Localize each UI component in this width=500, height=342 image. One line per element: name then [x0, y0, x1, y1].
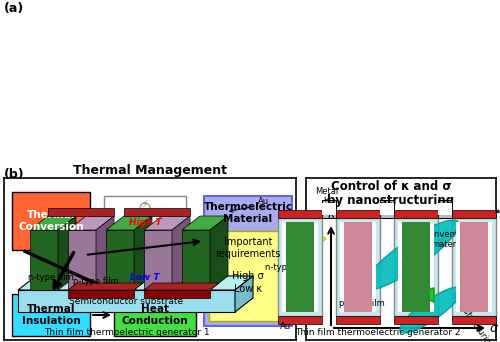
Polygon shape: [48, 208, 114, 216]
Polygon shape: [58, 216, 76, 290]
Bar: [156, 224, 172, 262]
Text: (a): (a): [4, 2, 24, 15]
Text: n-type film: n-type film: [28, 273, 74, 282]
Text: Metal: Metal: [316, 187, 338, 196]
FancyBboxPatch shape: [12, 192, 90, 250]
Text: κ: κ: [328, 208, 334, 221]
Polygon shape: [235, 276, 253, 312]
Text: Thin film thermoelectric generator 1: Thin film thermoelectric generator 1: [44, 328, 210, 337]
Polygon shape: [124, 208, 190, 216]
Polygon shape: [96, 216, 114, 290]
Bar: [150, 230, 178, 238]
Circle shape: [140, 203, 150, 213]
FancyBboxPatch shape: [12, 294, 90, 336]
Text: Thermoelectric: Thermoelectric: [204, 202, 292, 212]
Bar: [286, 222, 314, 312]
Bar: [452, 218, 496, 316]
FancyArrow shape: [402, 258, 434, 302]
Bar: [456, 222, 492, 312]
Bar: [336, 210, 380, 218]
Polygon shape: [68, 230, 96, 290]
Polygon shape: [182, 230, 210, 290]
Polygon shape: [30, 230, 58, 290]
Text: by nanostructuring: by nanostructuring: [328, 194, 454, 207]
Polygon shape: [106, 230, 134, 290]
FancyBboxPatch shape: [204, 196, 292, 326]
Text: High T: High T: [128, 218, 162, 227]
Bar: [394, 218, 438, 316]
Text: requirements: requirements: [216, 249, 280, 259]
FancyBboxPatch shape: [104, 196, 186, 288]
Text: (b): (b): [4, 168, 24, 181]
Ellipse shape: [400, 287, 462, 333]
Bar: [340, 222, 376, 312]
Bar: [394, 210, 438, 218]
Polygon shape: [68, 216, 114, 230]
Bar: [344, 222, 372, 312]
Polygon shape: [68, 283, 143, 290]
Bar: [282, 222, 318, 312]
Polygon shape: [172, 216, 190, 290]
Polygon shape: [18, 276, 253, 290]
Polygon shape: [30, 216, 76, 230]
Text: Semiconductor substrate: Semiconductor substrate: [69, 297, 183, 305]
Polygon shape: [182, 216, 228, 230]
Bar: [322, 200, 336, 218]
Bar: [118, 224, 134, 262]
Bar: [402, 222, 430, 312]
Polygon shape: [144, 230, 172, 290]
Bar: [460, 222, 488, 312]
Text: σ: σ: [490, 321, 498, 334]
Text: Au: Au: [280, 322, 291, 331]
Text: p-type film: p-type film: [73, 277, 119, 286]
FancyBboxPatch shape: [114, 294, 196, 336]
Bar: [150, 262, 178, 270]
Bar: [380, 200, 394, 218]
Polygon shape: [210, 216, 228, 290]
Text: Important: Important: [224, 237, 272, 247]
Bar: [322, 203, 336, 215]
Text: Thin film thermoelectric generator 2: Thin film thermoelectric generator 2: [295, 328, 461, 337]
Bar: [278, 316, 322, 324]
Polygon shape: [18, 290, 235, 312]
Text: ⚡: ⚡: [142, 199, 148, 209]
Text: Thermal
Insulation: Thermal Insulation: [22, 304, 80, 326]
Bar: [278, 218, 322, 316]
Text: Material: Material: [224, 214, 272, 224]
FancyBboxPatch shape: [209, 231, 287, 321]
Text: p-type film: p-type film: [339, 299, 385, 308]
Polygon shape: [144, 216, 190, 230]
Text: Thermal
Conversion: Thermal Conversion: [18, 210, 84, 232]
Text: Thermal Management: Thermal Management: [73, 164, 227, 177]
Bar: [438, 200, 452, 218]
Polygon shape: [68, 290, 134, 298]
Bar: [438, 203, 452, 215]
Bar: [452, 316, 496, 324]
Text: n-type film: n-type film: [265, 263, 311, 272]
Bar: [452, 210, 496, 218]
Polygon shape: [144, 283, 219, 290]
Text: Au: Au: [258, 197, 269, 206]
Bar: [380, 203, 394, 215]
Bar: [112, 230, 140, 238]
Text: Nanostructuring: Nanostructuring: [448, 289, 495, 342]
Bar: [112, 262, 140, 270]
FancyArrow shape: [298, 232, 326, 246]
Text: Conventional
materials: Conventional materials: [423, 230, 479, 249]
Polygon shape: [134, 216, 152, 290]
Text: Control of κ and σ: Control of κ and σ: [331, 180, 451, 193]
Bar: [336, 316, 380, 324]
Ellipse shape: [363, 220, 459, 290]
Polygon shape: [144, 290, 210, 298]
Polygon shape: [106, 216, 152, 230]
Text: Low T: Low T: [130, 273, 160, 282]
Text: Heat
Conduction: Heat Conduction: [122, 304, 188, 326]
Bar: [398, 222, 434, 312]
Bar: [278, 210, 322, 218]
Bar: [336, 218, 380, 316]
Bar: [394, 316, 438, 324]
Text: Low κ: Low κ: [234, 284, 262, 294]
Text: High σ: High σ: [232, 271, 264, 281]
